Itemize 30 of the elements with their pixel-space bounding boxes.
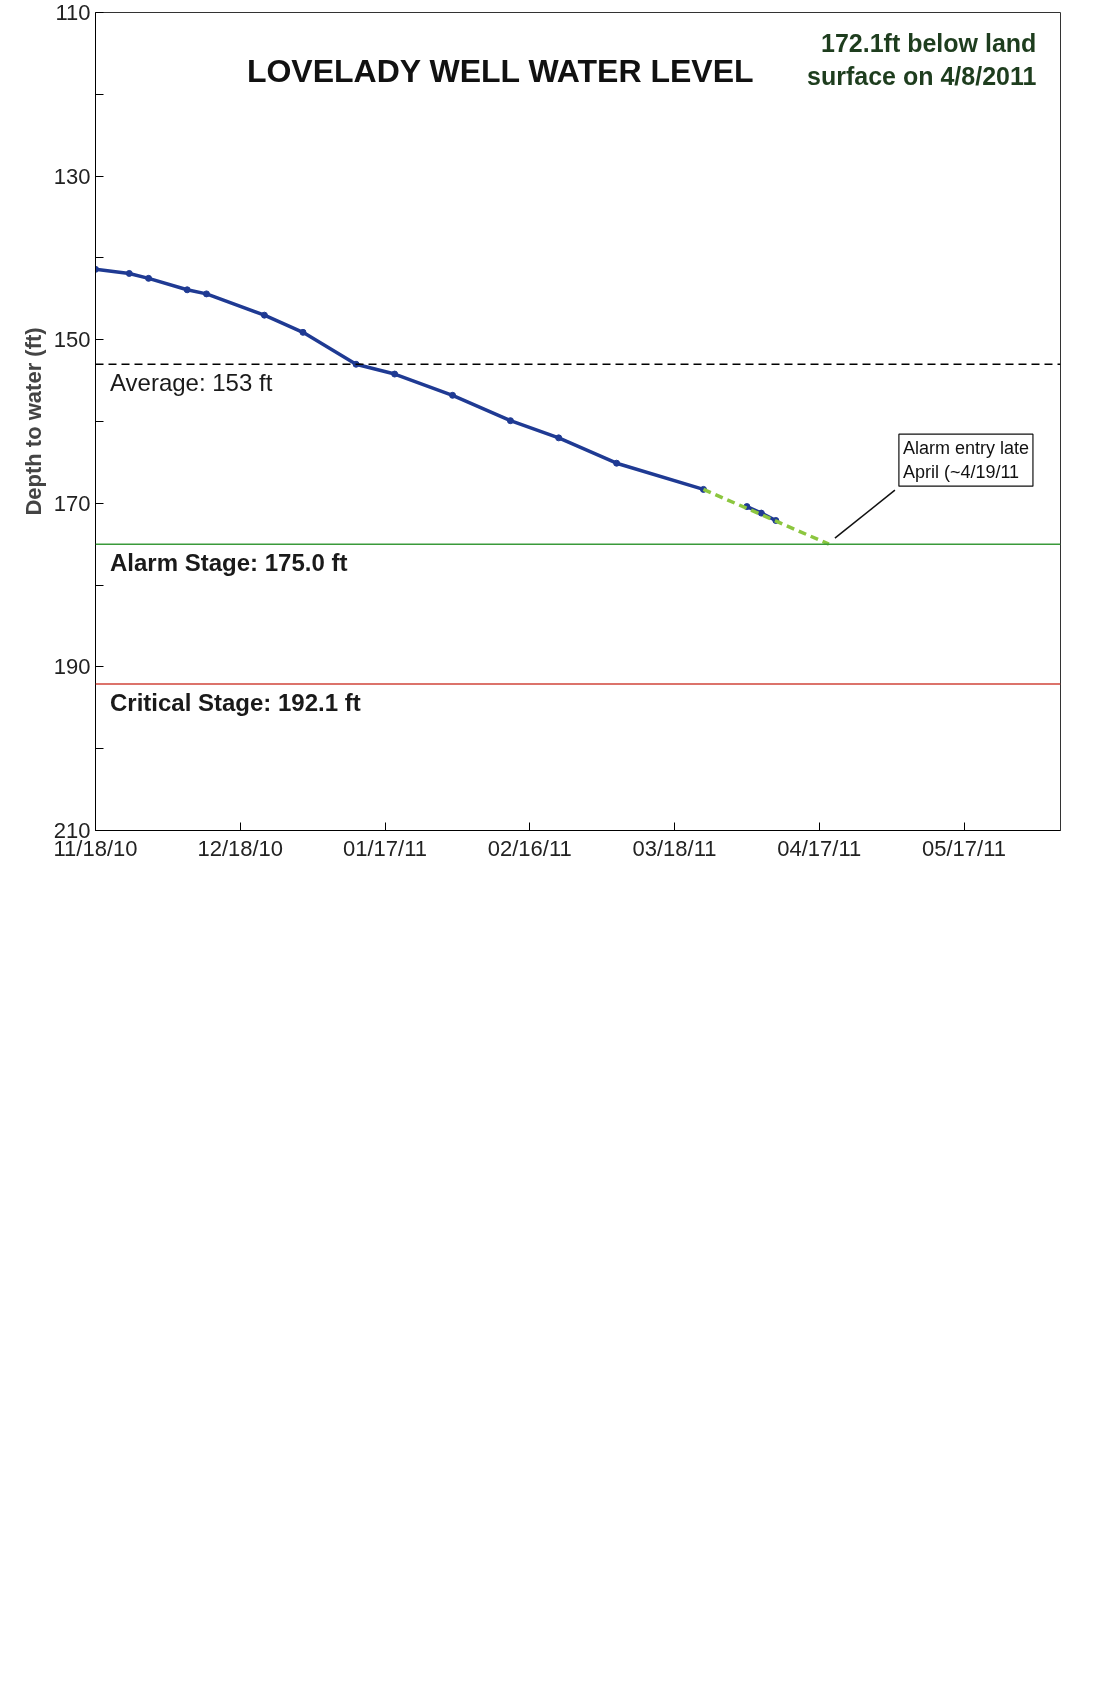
annotation: Alarm entry late April (~4/19/11 (902, 438, 1029, 483)
point (449, 391, 457, 399)
point (613, 459, 621, 467)
ref-line-label: Alarm Stage: 175.0 ft (109, 549, 348, 577)
point (125, 269, 133, 277)
x-tick-label: 05/17/11 (922, 835, 1007, 861)
ref-line-label: Critical Stage: 192.1 ft (109, 689, 361, 717)
x-tick-label: 03/18/11 (632, 835, 717, 861)
y-tick-label: 170 (53, 490, 91, 516)
annotation: 172.1ft below land surface on 4/8/2011 (807, 28, 1037, 91)
y-tick-label: 190 (53, 654, 91, 680)
ref-line-label: Average: 153 ft (109, 369, 273, 397)
point (260, 311, 268, 319)
x-tick-label: 04/17/11 (777, 835, 862, 861)
point (391, 370, 399, 378)
x-tick-label: 01/17/11 (343, 835, 428, 861)
point (202, 290, 210, 298)
text: LOVELADY WELL WATER LEVEL (246, 53, 754, 90)
y-axis-title: Depth to water (ft) (20, 327, 46, 516)
x-tick-label: 02/16/11 (487, 835, 572, 861)
point (757, 509, 765, 517)
x-tick-label: 12/18/10 (197, 835, 284, 861)
y-tick-label: 150 (53, 327, 91, 353)
y-tick-label: 130 (53, 163, 91, 189)
point (555, 434, 563, 442)
point (183, 286, 191, 294)
y-tick-label: 110 (55, 0, 91, 25)
point (299, 328, 307, 336)
point (506, 417, 514, 425)
point (145, 274, 153, 282)
